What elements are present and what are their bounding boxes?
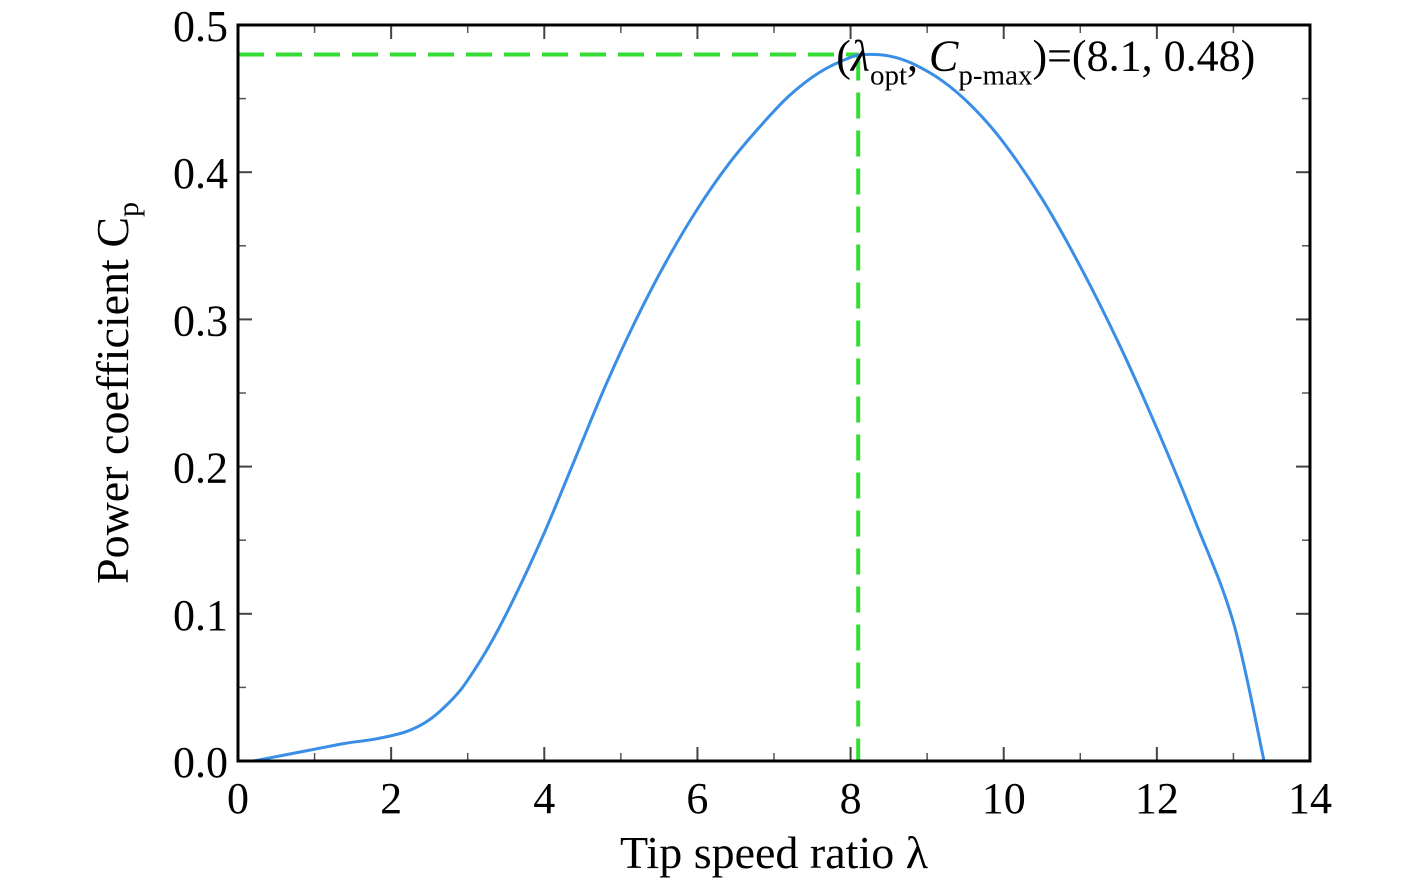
annotation-open: ( — [836, 31, 851, 80]
annotation-close: )=(8.1, 0.48) — [1032, 31, 1255, 80]
series-layer — [253, 52, 1266, 763]
y-tick-label: 0.1 — [173, 591, 228, 640]
annotation-c-subscript: p-max — [958, 59, 1033, 91]
x-tick-label: 10 — [982, 774, 1026, 823]
x-tick-label: 8 — [840, 774, 862, 823]
x-tick-label: 12 — [1135, 774, 1179, 823]
x-tick-label: 4 — [533, 774, 555, 823]
plot-frame — [236, 23, 1312, 763]
cp-curve — [253, 52, 1266, 763]
y-axis-title-text: Power coefficient C — [87, 217, 138, 584]
major-ticks — [237, 24, 1311, 762]
optimum-annotation: (λopt, Cp-max)=(8.1, 0.48) — [836, 31, 1255, 91]
tick-labels: 0 2 4 6 8 10 12 14 0.0 0.1 0.2 0.3 0.4 0.5 — [173, 2, 1332, 823]
x-tick-label: 14 — [1288, 774, 1332, 823]
x-tick-label: 0 — [227, 774, 249, 823]
y-axis-title: Power coefficient Cp — [87, 202, 145, 584]
y-axis-title-subscript: p — [112, 202, 145, 217]
y-tick-label: 0.4 — [173, 149, 228, 198]
y-tick-label: 0.5 — [173, 2, 228, 51]
x-tick-label: 2 — [380, 774, 402, 823]
minor-ticks — [238, 25, 1310, 761]
x-axis-title: Tip speed ratio λ — [620, 827, 929, 878]
annotation-separator: , — [907, 31, 929, 80]
y-tick-label: 0.3 — [173, 296, 228, 345]
y-tick-label: 0.0 — [173, 738, 228, 787]
annotation-lambda-subscript: opt — [870, 59, 907, 91]
annotation-c: C — [929, 31, 959, 80]
y-tick-label: 0.2 — [173, 444, 228, 493]
x-tick-label: 6 — [686, 774, 708, 823]
annotation-lambda: λ — [849, 31, 870, 80]
reference-lines — [238, 52, 861, 761]
x-axis-title-text: Tip speed ratio λ — [620, 827, 929, 878]
